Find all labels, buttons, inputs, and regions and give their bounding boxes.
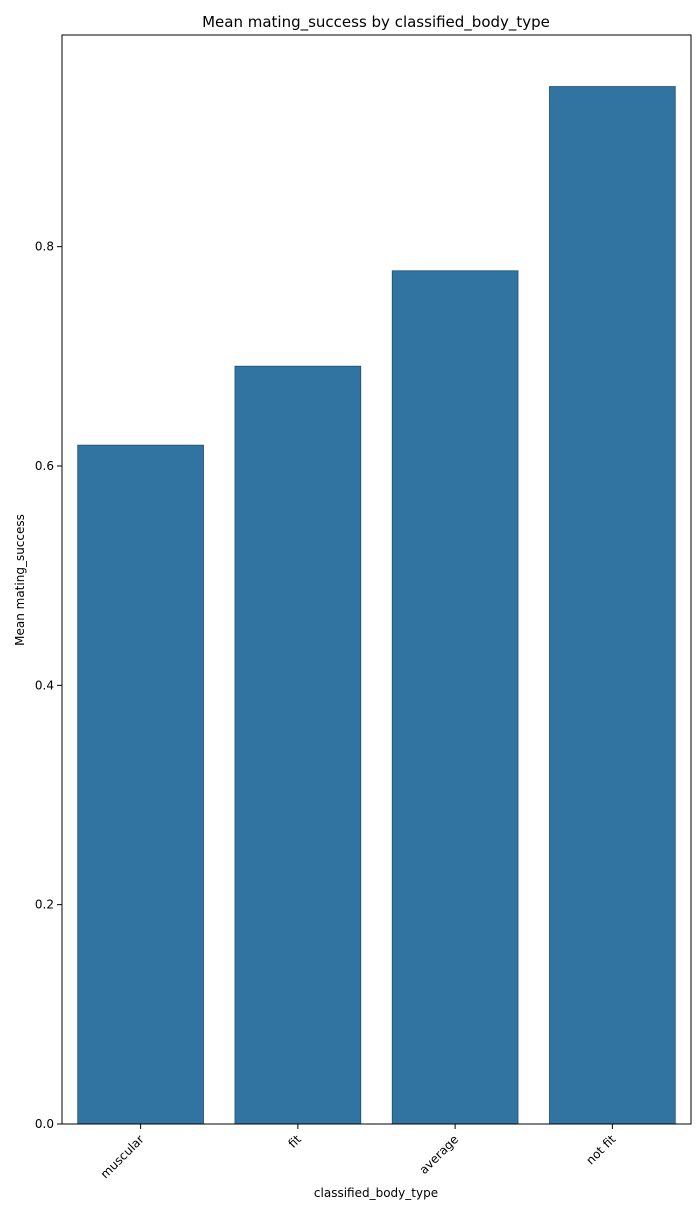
x-tick-label: not fit — [583, 1132, 618, 1167]
x-tick-label: average — [417, 1132, 462, 1177]
x-tick-label: fit — [285, 1132, 304, 1151]
y-tick-label: 0.8 — [35, 240, 54, 254]
bar-average — [391, 270, 519, 1125]
bar-muscular — [77, 444, 204, 1125]
x-axis-ticks: muscular fit average not fit — [98, 1124, 619, 1181]
plot-frame — [61, 34, 692, 1125]
y-tick-label: 0.0 — [35, 1117, 54, 1131]
y-tick-label: 0.2 — [35, 898, 54, 912]
y-axis-label: Mean mating_success — [13, 514, 27, 646]
y-tick-label: 0.4 — [35, 678, 54, 692]
bars-group — [77, 86, 676, 1125]
x-tick-label: muscular — [98, 1132, 147, 1181]
chart-title: Mean mating_success by classified_body_t… — [202, 13, 550, 32]
bar-fit — [234, 365, 362, 1125]
x-axis-label: classified_body_type — [314, 1186, 438, 1200]
y-axis-ticks: 0.0 0.2 0.4 0.6 0.8 — [35, 240, 62, 1131]
bar-not-fit — [549, 86, 676, 1125]
y-tick-label: 0.6 — [35, 459, 54, 473]
